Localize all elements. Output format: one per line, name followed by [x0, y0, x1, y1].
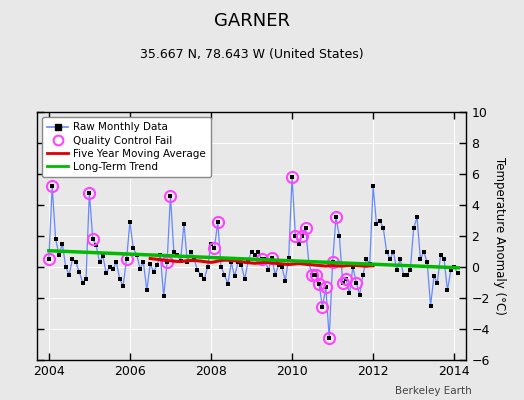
Legend: Raw Monthly Data, Quality Control Fail, Five Year Moving Average, Long-Term Tren: Raw Monthly Data, Quality Control Fail, … [42, 117, 211, 177]
Y-axis label: Temperature Anomaly (°C): Temperature Anomaly (°C) [493, 157, 506, 315]
Text: 35.667 N, 78.643 W (United States): 35.667 N, 78.643 W (United States) [140, 48, 363, 61]
Text: GARNER: GARNER [213, 12, 290, 30]
Text: Berkeley Earth: Berkeley Earth [395, 386, 472, 396]
